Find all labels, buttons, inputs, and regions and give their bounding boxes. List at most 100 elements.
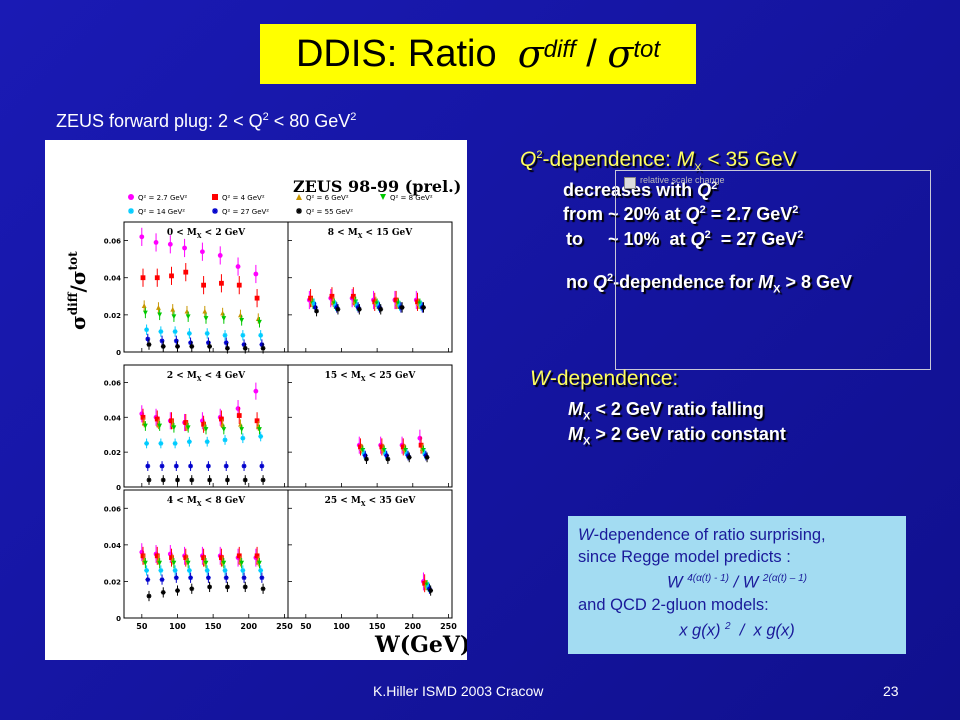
data-point: [219, 280, 224, 286]
panel-label: 25 < MX < 35 GeV: [325, 496, 417, 508]
w-line-1: MX < 2 GeV ratio falling: [568, 399, 764, 423]
x-tick-label: 100: [169, 622, 186, 631]
panel-label: 0 < MX < 2 GeV: [167, 228, 246, 240]
q2-l4-sub: X: [773, 283, 781, 296]
w-l2-text: > 2 GeV ratio constant: [590, 424, 786, 444]
data-point: [253, 271, 259, 277]
regge-info-box: W-dependence of ratio surprising, since …: [568, 516, 906, 654]
q2-l3-text: to ~ 10% at: [566, 229, 691, 249]
data-point: [207, 344, 212, 349]
subtitle-rest: < 80 GeV: [268, 111, 351, 131]
w-l2-sub: X: [583, 435, 591, 448]
subtitle-text: ZEUS forward plug: 2 < Q: [56, 111, 263, 131]
data-point: [172, 568, 178, 573]
data-point: [144, 441, 149, 446]
data-point: [258, 568, 264, 573]
y-tick-label: 0.02: [104, 449, 121, 457]
data-point: [175, 344, 180, 349]
data-point: [242, 584, 248, 590]
w-l1-text: < 2 GeV ratio falling: [590, 399, 764, 419]
q2-l1-sup: 2: [711, 180, 718, 192]
q2-l4-text: no: [566, 272, 593, 292]
data-point: [384, 453, 390, 459]
data-point: [241, 575, 247, 581]
data-point: [203, 316, 209, 321]
subtitle: ZEUS forward plug: 2 < Q2 < 80 GeV2: [56, 111, 356, 132]
q2-head-sup: 2: [536, 149, 543, 161]
data-point: [171, 560, 177, 566]
data-point: [159, 338, 165, 344]
data-point: [335, 306, 341, 312]
q2-l2-sup: 2: [699, 204, 706, 216]
data-point: [258, 434, 264, 439]
data-point: [146, 477, 152, 483]
data-point: [221, 560, 227, 566]
w-l2-m: M: [568, 424, 583, 444]
data-point: [223, 575, 229, 581]
ylabel-sigma: σ: [66, 315, 90, 330]
data-point: [362, 453, 368, 459]
plot-panel: 15 < MX < 25 GeV: [287, 364, 453, 488]
embedded-object-note: relative scale change: [640, 175, 725, 185]
panel-label: 2 < MX < 4 GeV: [167, 371, 246, 383]
embedded-object-icon: [624, 177, 636, 189]
data-point: [185, 314, 191, 320]
data-point: [223, 463, 229, 469]
svg-text:σdiff/σtot: σdiff/σtot: [66, 251, 90, 330]
x-tick-label: 50: [300, 622, 312, 631]
slide-title: DDIS: Ratio σ diff / σ tot: [260, 24, 696, 84]
data-point: [159, 577, 165, 582]
w-l1-sub: X: [583, 410, 591, 423]
footer-credit: K.Hiller ISMD 2003 Cracow: [373, 683, 544, 699]
data-point: [254, 295, 260, 301]
data-point: [203, 427, 209, 432]
info-line-3: W 4(α(t) - 1) / W 2(α(t) – 1): [578, 568, 896, 594]
legend-label: Q² = 27 GeV²: [222, 208, 269, 216]
data-point: [204, 331, 210, 336]
x-tick-label: 200: [240, 622, 257, 631]
legend-label: Q² = 4 GeV²: [222, 194, 265, 202]
legend-marker: [212, 194, 218, 200]
data-point: [186, 331, 192, 336]
legend-label: Q² = 8 GeV²: [390, 194, 433, 202]
x-tick-label: 150: [369, 622, 386, 631]
q2-head-q: Q: [520, 148, 537, 171]
data-point: [170, 306, 176, 312]
info-l1-w: W: [578, 526, 594, 544]
legend-label: Q² = 55 GeV²: [306, 208, 353, 216]
data-point: [189, 344, 195, 349]
data-point: [153, 240, 159, 245]
plot-panel: 0.06 0.04 0.02 0 50 100 150 200 250 4 < MX < 8 Ge…: [104, 489, 293, 631]
x-tick-label: 250: [440, 622, 457, 631]
q2-l3-sup2: 2: [797, 229, 804, 241]
q2-l4-q: Q: [593, 272, 608, 292]
data-point: [172, 329, 178, 334]
info-line-1: W-dependence of ratio surprising,: [578, 524, 896, 546]
q2-l2-q: Q: [685, 204, 700, 224]
panel-frame: [287, 364, 453, 488]
data-point: [141, 303, 147, 308]
panel-label: 15 < MX < 25 GeV: [325, 371, 417, 383]
slide-number: 23: [883, 683, 899, 699]
q2-l2-text: from ~ 20% at: [563, 204, 686, 224]
q2-l3-tail: = 27 GeV: [710, 229, 798, 249]
data-point: [239, 427, 245, 432]
zeus-figure-svg: σdiff/σtot ZEUS 98-99 (prel.) W(GeV) Q² …: [66, 177, 467, 658]
q2-l4-m: M: [758, 272, 774, 292]
info-line-5: x g(x) 2 / x g(x): [578, 616, 896, 642]
q2-head-tail: < 35 GeV: [701, 148, 797, 171]
data-point: [225, 477, 230, 483]
data-point: [225, 584, 230, 590]
q2-l4-sup: 2: [607, 272, 614, 284]
data-point: [204, 568, 210, 573]
w-line-2: MX > 2 GeV ratio constant: [568, 424, 786, 448]
data-point: [406, 454, 412, 460]
info-l3-sup2: 2(α(t) – 1): [762, 573, 807, 584]
q2-l4-tail: > 8 GeV: [780, 272, 853, 292]
data-point: [140, 275, 146, 281]
data-point: [259, 575, 265, 581]
data-point: [158, 568, 164, 573]
data-point: [158, 441, 164, 446]
panel-frame: [287, 221, 453, 353]
data-point: [186, 568, 192, 573]
